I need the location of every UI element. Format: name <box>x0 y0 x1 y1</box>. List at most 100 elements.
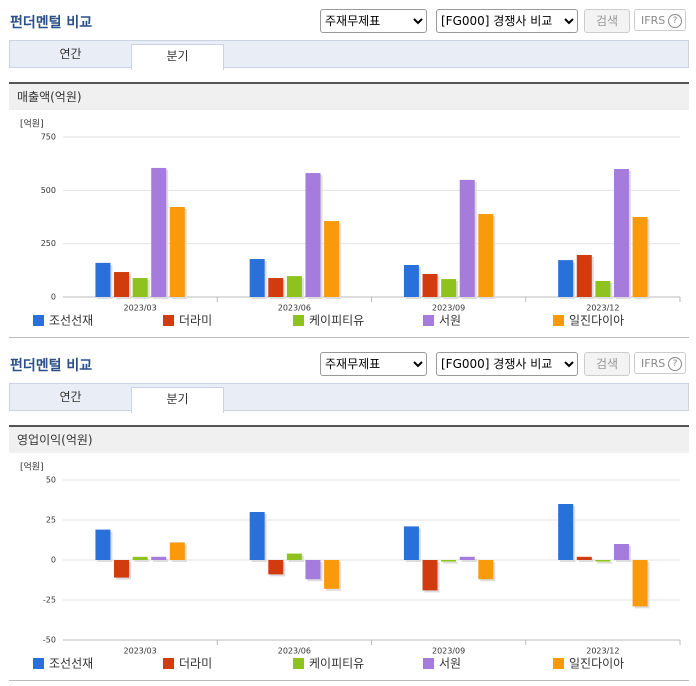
section-title: 영업이익(억원) <box>9 425 689 453</box>
bar <box>632 560 648 607</box>
bar <box>576 254 592 297</box>
x-tick-label: 2023/03 <box>124 304 157 313</box>
legend-label: 서원 <box>439 657 461 671</box>
y-unit-label: [억원] <box>20 461 44 473</box>
legend-label: 케이피티유 <box>309 314 364 328</box>
bar <box>268 560 284 575</box>
bar <box>132 278 148 297</box>
help-icon[interactable]: ? <box>668 14 682 28</box>
help-icon[interactable]: ? <box>668 357 682 371</box>
bar-shadow <box>443 562 459 564</box>
bar-shadow <box>597 562 613 564</box>
bar <box>268 278 284 297</box>
bar-shadow <box>153 558 169 562</box>
legend-swatch <box>553 315 564 326</box>
legend-label: 케이피티유 <box>309 657 364 671</box>
bar <box>132 556 148 560</box>
legend-label: 더라미 <box>179 657 212 671</box>
tab[interactable]: 분기 <box>131 387 224 413</box>
bar <box>558 260 574 297</box>
y-unit-label: [억원] <box>20 118 44 130</box>
tab[interactable]: 연간 <box>59 390 82 404</box>
bar <box>305 173 321 297</box>
section-title: 매출액(억원) <box>9 82 689 110</box>
tab[interactable]: 분기 <box>131 44 224 70</box>
legend-swatch <box>293 315 304 326</box>
bar <box>441 560 457 562</box>
panel-title: 펀더멘털 비교 <box>10 15 93 31</box>
divider <box>9 337 689 338</box>
statement-select[interactable]: 주재무제표 <box>320 352 427 376</box>
bar <box>249 259 265 297</box>
y-tick-label: 250 <box>41 239 56 248</box>
x-tick-label: 2023/12 <box>586 304 619 313</box>
bar-shadow <box>461 558 477 562</box>
bar <box>95 262 111 297</box>
legend-label: 조선선재 <box>49 657 93 671</box>
bar <box>324 560 340 589</box>
bar <box>478 214 494 297</box>
statement-select[interactable]: 주재무제표 <box>320 9 427 33</box>
bar <box>558 504 574 560</box>
x-tick-label: 2023/06 <box>278 647 311 656</box>
x-tick-label: 2023/03 <box>124 647 157 656</box>
y-tick-label: 500 <box>41 186 56 195</box>
bar <box>595 281 611 297</box>
legend-label: 일진다이아 <box>569 314 624 328</box>
y-tick-label: 750 <box>41 133 56 142</box>
bar <box>305 560 321 580</box>
bar <box>459 179 475 297</box>
y-tick-label: 0 <box>51 293 56 302</box>
bar <box>249 512 265 560</box>
legend-swatch <box>163 315 174 326</box>
y-tick-label: -50 <box>43 636 56 645</box>
legend-swatch <box>293 658 304 669</box>
bar <box>286 276 302 297</box>
bar <box>441 279 457 297</box>
search-button[interactable]: 검색 <box>584 9 630 33</box>
chart: [억원] 0 250 500 750 2023/03 2023/06 2023/09 2023/… <box>20 118 681 328</box>
bar <box>422 560 438 591</box>
y-tick-label: -25 <box>43 596 56 605</box>
panel: 펀더멘털 비교 주재무제표 [FG000] 경쟁사 비교 검색 IFRS? 연간 분기 영업이… <box>0 343 696 686</box>
bar <box>403 526 419 560</box>
bar-shadow <box>578 558 594 562</box>
x-tick-label: 2023/06 <box>278 304 311 313</box>
y-tick-label: 0 <box>51 556 56 565</box>
legend-swatch <box>553 658 564 669</box>
x-tick-label: 2023/12 <box>586 647 619 656</box>
bar <box>169 542 185 560</box>
divider <box>9 680 689 681</box>
bar <box>403 265 419 297</box>
legend-swatch <box>33 658 44 669</box>
legend-label: 더라미 <box>179 314 212 328</box>
legend-swatch <box>423 658 434 669</box>
legend-label: 일진다이아 <box>569 657 624 671</box>
bar <box>576 556 592 560</box>
bar <box>422 273 438 297</box>
bar <box>151 167 167 297</box>
bar <box>114 560 130 578</box>
bar <box>114 272 130 297</box>
legend-swatch <box>163 658 174 669</box>
x-tick-label: 2023/09 <box>432 304 465 313</box>
bar <box>613 169 629 297</box>
bar <box>595 560 611 562</box>
legend-label: 조선선재 <box>49 314 93 328</box>
peer-select[interactable]: [FG000] 경쟁사 비교 <box>436 352 578 376</box>
peer-select[interactable]: [FG000] 경쟁사 비교 <box>436 9 578 33</box>
bar <box>324 221 340 297</box>
ifrs-label: IFRS <box>641 357 666 370</box>
y-tick-label: 50 <box>46 476 56 485</box>
search-button[interactable]: 검색 <box>584 352 630 376</box>
legend-label: 서원 <box>439 314 461 328</box>
ifrs-toggle[interactable]: IFRS? <box>634 352 686 374</box>
x-tick-label: 2023/09 <box>432 647 465 656</box>
bar <box>151 556 167 560</box>
legend-swatch <box>33 315 44 326</box>
tab[interactable]: 연간 <box>59 47 82 61</box>
tab-bar: 연간 분기 <box>9 40 689 70</box>
ifrs-toggle[interactable]: IFRS? <box>634 9 686 31</box>
